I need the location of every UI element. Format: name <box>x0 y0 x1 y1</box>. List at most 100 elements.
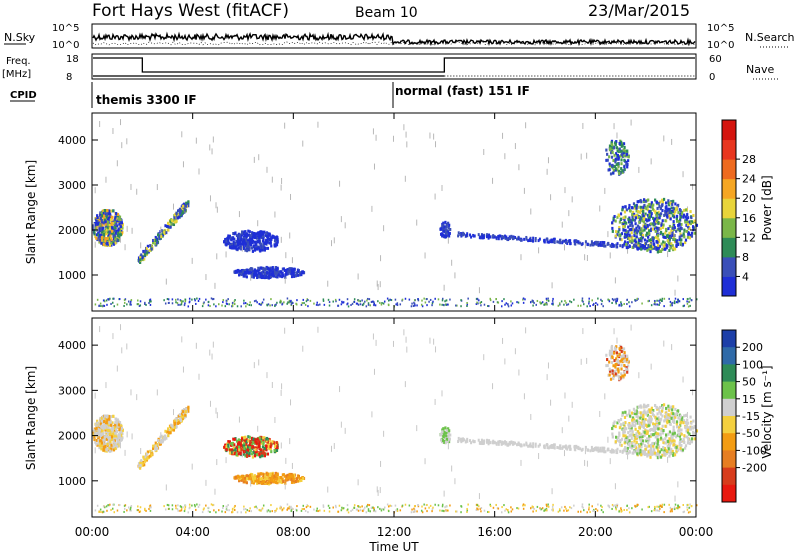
power-cell <box>113 221 117 225</box>
velocity-cell <box>273 475 276 479</box>
power-cell <box>646 248 649 252</box>
power-cell <box>120 119 122 126</box>
power-cell <box>148 249 151 253</box>
power-cell <box>656 206 659 210</box>
velocity-cell <box>569 447 572 451</box>
power-cell <box>416 219 418 226</box>
power-cell <box>268 238 271 242</box>
velocity-cell <box>442 509 445 512</box>
velocity-cell <box>207 510 210 513</box>
velocity-cell <box>188 507 191 510</box>
velocity-cell <box>653 505 656 508</box>
velocity-cell <box>243 476 246 480</box>
power-cell <box>635 206 638 210</box>
velocity-cell <box>507 509 509 512</box>
power-cell <box>227 234 230 238</box>
velocity-cell <box>301 508 304 511</box>
power-cell <box>198 297 201 300</box>
power-cell <box>665 244 669 248</box>
velocity-cell <box>261 507 264 510</box>
power-cell <box>213 303 215 306</box>
power-cell <box>108 227 111 231</box>
power-cell <box>475 297 478 300</box>
velocity-cell <box>615 450 618 454</box>
power-cell <box>467 297 469 300</box>
power-cell <box>658 303 660 306</box>
velocity-cell <box>276 507 278 510</box>
velocity-cell <box>406 346 408 353</box>
power-cell <box>671 244 674 248</box>
velocity-cell <box>529 507 532 510</box>
search-noise-line <box>92 41 696 46</box>
power-cell <box>614 157 617 161</box>
velocity-cell <box>176 421 180 425</box>
power-cell <box>242 242 245 246</box>
power-cell <box>492 300 495 303</box>
velocity-cell <box>627 453 629 460</box>
power-cell <box>558 302 561 305</box>
power-cell <box>677 227 680 231</box>
velocity-cell <box>103 435 106 439</box>
power-cell <box>634 230 637 234</box>
velocity-cell <box>279 507 281 510</box>
velocity-cell <box>485 440 488 444</box>
power-cell <box>647 231 651 235</box>
power-cell <box>435 141 437 148</box>
power-cell <box>671 138 673 145</box>
velocity-cell <box>163 436 166 440</box>
power-cell <box>121 223 125 227</box>
power-cell <box>275 235 278 239</box>
velocity-cell <box>389 504 391 507</box>
velocity-cell <box>273 444 277 448</box>
power-cell <box>413 299 416 302</box>
power-cell <box>644 199 647 203</box>
power-cell <box>650 247 653 251</box>
power-cell <box>601 243 604 247</box>
power-cell <box>677 299 680 302</box>
power-cell <box>460 305 462 308</box>
power-cell <box>671 214 674 218</box>
velocity-cell <box>676 507 679 510</box>
power-cell <box>365 305 368 308</box>
velocity-cell <box>98 440 102 444</box>
power-cell <box>129 302 132 305</box>
velocity-cell <box>103 424 106 428</box>
power-cell <box>658 216 661 220</box>
power-cell <box>266 303 268 306</box>
velocity-cell <box>465 439 468 443</box>
power-cell <box>392 135 394 142</box>
power-cell <box>641 211 645 215</box>
power-cell <box>290 275 294 279</box>
velocity-cell <box>487 510 489 513</box>
power-cell <box>334 298 337 301</box>
power-cell <box>110 243 113 247</box>
power-cell <box>596 303 599 306</box>
velocity-cell <box>185 407 188 411</box>
power-cell <box>640 216 643 220</box>
power-cell <box>274 242 277 246</box>
power-cell <box>653 217 657 221</box>
velocity-cell <box>123 507 126 510</box>
velocity-cell <box>112 440 115 444</box>
power-cell <box>117 234 120 238</box>
velocity-cell <box>160 434 163 438</box>
power-cell <box>663 297 666 300</box>
velocity-cell <box>263 454 266 458</box>
velocity-cell <box>611 503 614 506</box>
power-cell <box>253 272 256 276</box>
power-cell <box>656 226 660 230</box>
power-cell <box>608 155 611 159</box>
power-cell <box>680 213 683 217</box>
power-cell <box>628 237 631 241</box>
velocity-cell <box>621 449 624 453</box>
y-tick-label: 4000 <box>58 134 86 147</box>
power-cell <box>620 303 623 306</box>
power-cell <box>100 235 104 239</box>
velocity-cell <box>327 486 329 493</box>
velocity-cell <box>181 336 183 343</box>
power-cell <box>367 302 370 305</box>
power-cell <box>253 156 255 163</box>
power-cell <box>639 232 642 236</box>
power-cell <box>243 270 246 274</box>
velocity-cell <box>551 488 553 495</box>
